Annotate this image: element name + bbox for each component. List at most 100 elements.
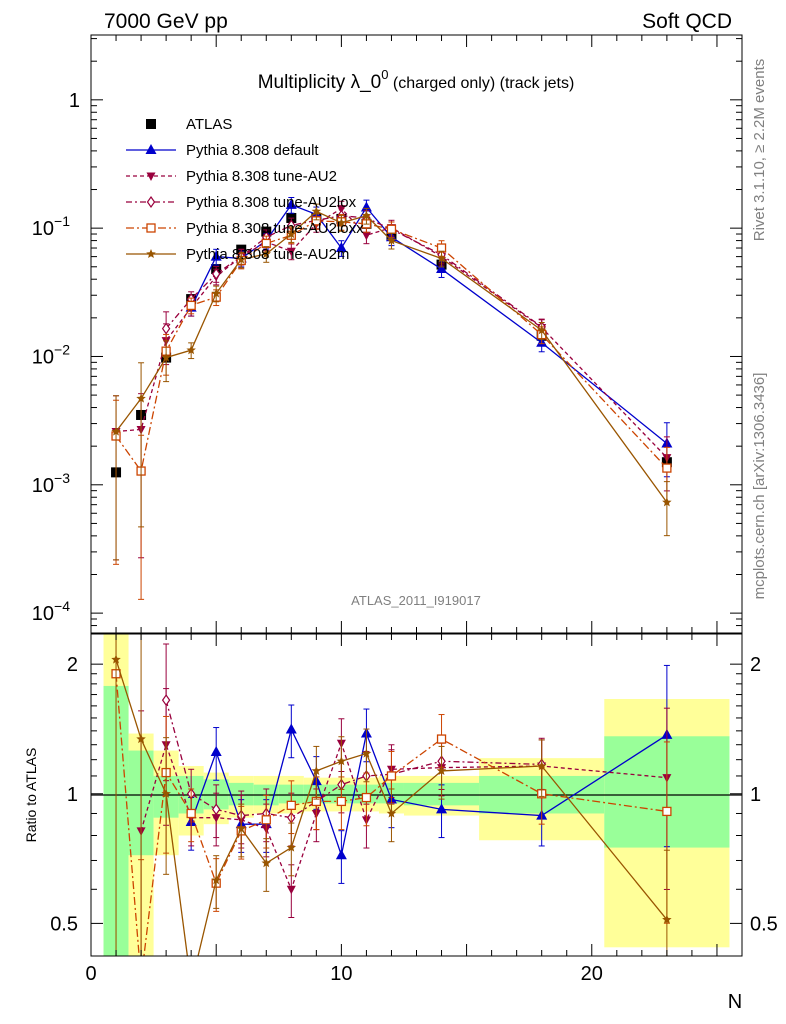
data-point (285, 198, 297, 209)
y-tick-label: 10−1 (32, 213, 70, 240)
data-point (161, 322, 171, 335)
ratio-point (261, 815, 271, 825)
data-point (186, 345, 196, 355)
data-point (236, 254, 246, 264)
ratio-point (111, 654, 121, 664)
ratio-point (161, 694, 171, 707)
x-tick-label: 10 (330, 963, 352, 985)
legend-label: ATLAS (186, 116, 232, 133)
y-tick-label: 1 (69, 90, 80, 112)
series-pythia-8-308-tune-au2loxx (111, 213, 672, 600)
ratio-point (137, 976, 145, 984)
ratio-point (311, 765, 322, 775)
ratio-y-tick-label-right: 0.5 (750, 913, 778, 935)
y-tick-base: 10 (32, 346, 54, 368)
data-point (111, 426, 121, 436)
x-tick-label: 0 (85, 963, 96, 985)
y-tick-exp: −2 (54, 341, 70, 357)
rivet-label: Rivet 3.1.10, ≥ 2.2M events (751, 59, 768, 242)
data-point (311, 206, 322, 216)
ratio-point (436, 734, 447, 744)
y-tick-exp: −4 (54, 598, 70, 614)
ratio-point (211, 875, 221, 885)
data-point (161, 352, 171, 362)
main-panel: Multiplicity λ_00 (charged only) (track … (32, 34, 743, 634)
data-point (286, 247, 296, 257)
legend-marker (146, 223, 156, 233)
series-pythia-8-308-default (185, 197, 673, 478)
y-tick-label: 10−2 (32, 341, 70, 368)
plot-title: Multiplicity λ_00 (charged only) (track … (258, 67, 575, 93)
data-point (261, 248, 271, 258)
data-point (335, 242, 347, 253)
ratio-point (236, 823, 246, 833)
data-point (360, 201, 372, 212)
ratio-panel: 0 10 20 0.5 0.5 1 1 2 2 Ratio to ATLAS N (23, 35, 778, 1013)
data-point (436, 253, 447, 263)
data-point (286, 229, 297, 239)
ratio-pythia-8-308-tune-au2m (111, 634, 672, 989)
data-point (386, 224, 397, 234)
beam-label: 7000 GeV pp (104, 10, 228, 33)
y-tick-base: 10 (32, 218, 54, 240)
ratio-axis-label: Ratio to ATLAS (23, 748, 39, 843)
ratio-point (436, 765, 447, 775)
legend-label: Pythia 8.308 default (186, 142, 319, 159)
ratio-point (335, 849, 347, 860)
data-point (361, 210, 372, 220)
legend-entry: Pythia 8.308 tune-AU2m (126, 246, 349, 263)
legend: ATLAS Pythia 8.308 default Pythia 8.308 tu… (126, 116, 364, 263)
legend-label: Pythia 8.308 tune-AU2lox (186, 194, 357, 211)
series-line (115, 220, 668, 473)
ratio-point (336, 796, 347, 807)
ratio-point (210, 746, 222, 757)
legend-entry: Pythia 8.308 tune-AU2 (126, 168, 337, 185)
data-point (211, 288, 221, 298)
legend-marker (146, 172, 156, 181)
data-point (186, 300, 196, 311)
x-tick-label: 20 (581, 963, 603, 985)
legend-entry: Pythia 8.308 tune-AU2lox (126, 194, 357, 211)
data-point (662, 497, 672, 507)
analysis-watermark: ATLAS_2011_I919017 (351, 593, 481, 608)
data-point (136, 393, 146, 403)
data-point (436, 263, 448, 274)
ratio-frame (90, 633, 743, 957)
ratio-point (186, 980, 196, 989)
legend-entry: ATLAS (146, 116, 232, 133)
legend-marker (146, 119, 156, 129)
legend-label: Pythia 8.308 tune-AU2loxx (186, 220, 364, 237)
ratio-y-tick-label: 0.5 (50, 913, 78, 935)
series-pythia-8-308-tune-au2m (111, 203, 672, 561)
ratio-point (386, 808, 397, 818)
ratio-point (161, 788, 171, 798)
data-point (361, 231, 371, 241)
ratio-line (115, 673, 667, 956)
ratio-point (285, 723, 297, 734)
legend-label: Pythia 8.308 tune-AU2 (186, 168, 337, 185)
ratio-point (361, 792, 372, 803)
ratio-point (261, 858, 271, 868)
y-tick-exp: −3 (54, 470, 70, 486)
y-tick-label: 10−4 (32, 598, 70, 625)
ratio-point (336, 756, 347, 766)
ratio-point (361, 748, 372, 758)
y-tick-base: 1 (69, 90, 80, 112)
data-point (536, 325, 547, 335)
mcplots-label: mcplots.cern.ch [arXiv:1306.3436] (751, 373, 768, 600)
ratio-point (286, 800, 296, 810)
ratio-point (386, 771, 397, 781)
y-tick-exp: −1 (54, 213, 70, 229)
y-tick-label: 10−3 (32, 470, 70, 497)
legend-marker (146, 195, 156, 209)
ratio-point (436, 803, 448, 814)
legend-entry: Pythia 8.308 tune-AU2loxx (126, 220, 364, 237)
ratio-point (286, 885, 296, 895)
ratio-line (190, 727, 668, 858)
data-point (662, 463, 672, 473)
ratio-point (211, 803, 221, 816)
ratio-point (186, 808, 196, 819)
ratio-y-tick-label-right: 2 (750, 654, 761, 676)
legend-label: Pythia 8.308 tune-AU2m (186, 246, 349, 263)
